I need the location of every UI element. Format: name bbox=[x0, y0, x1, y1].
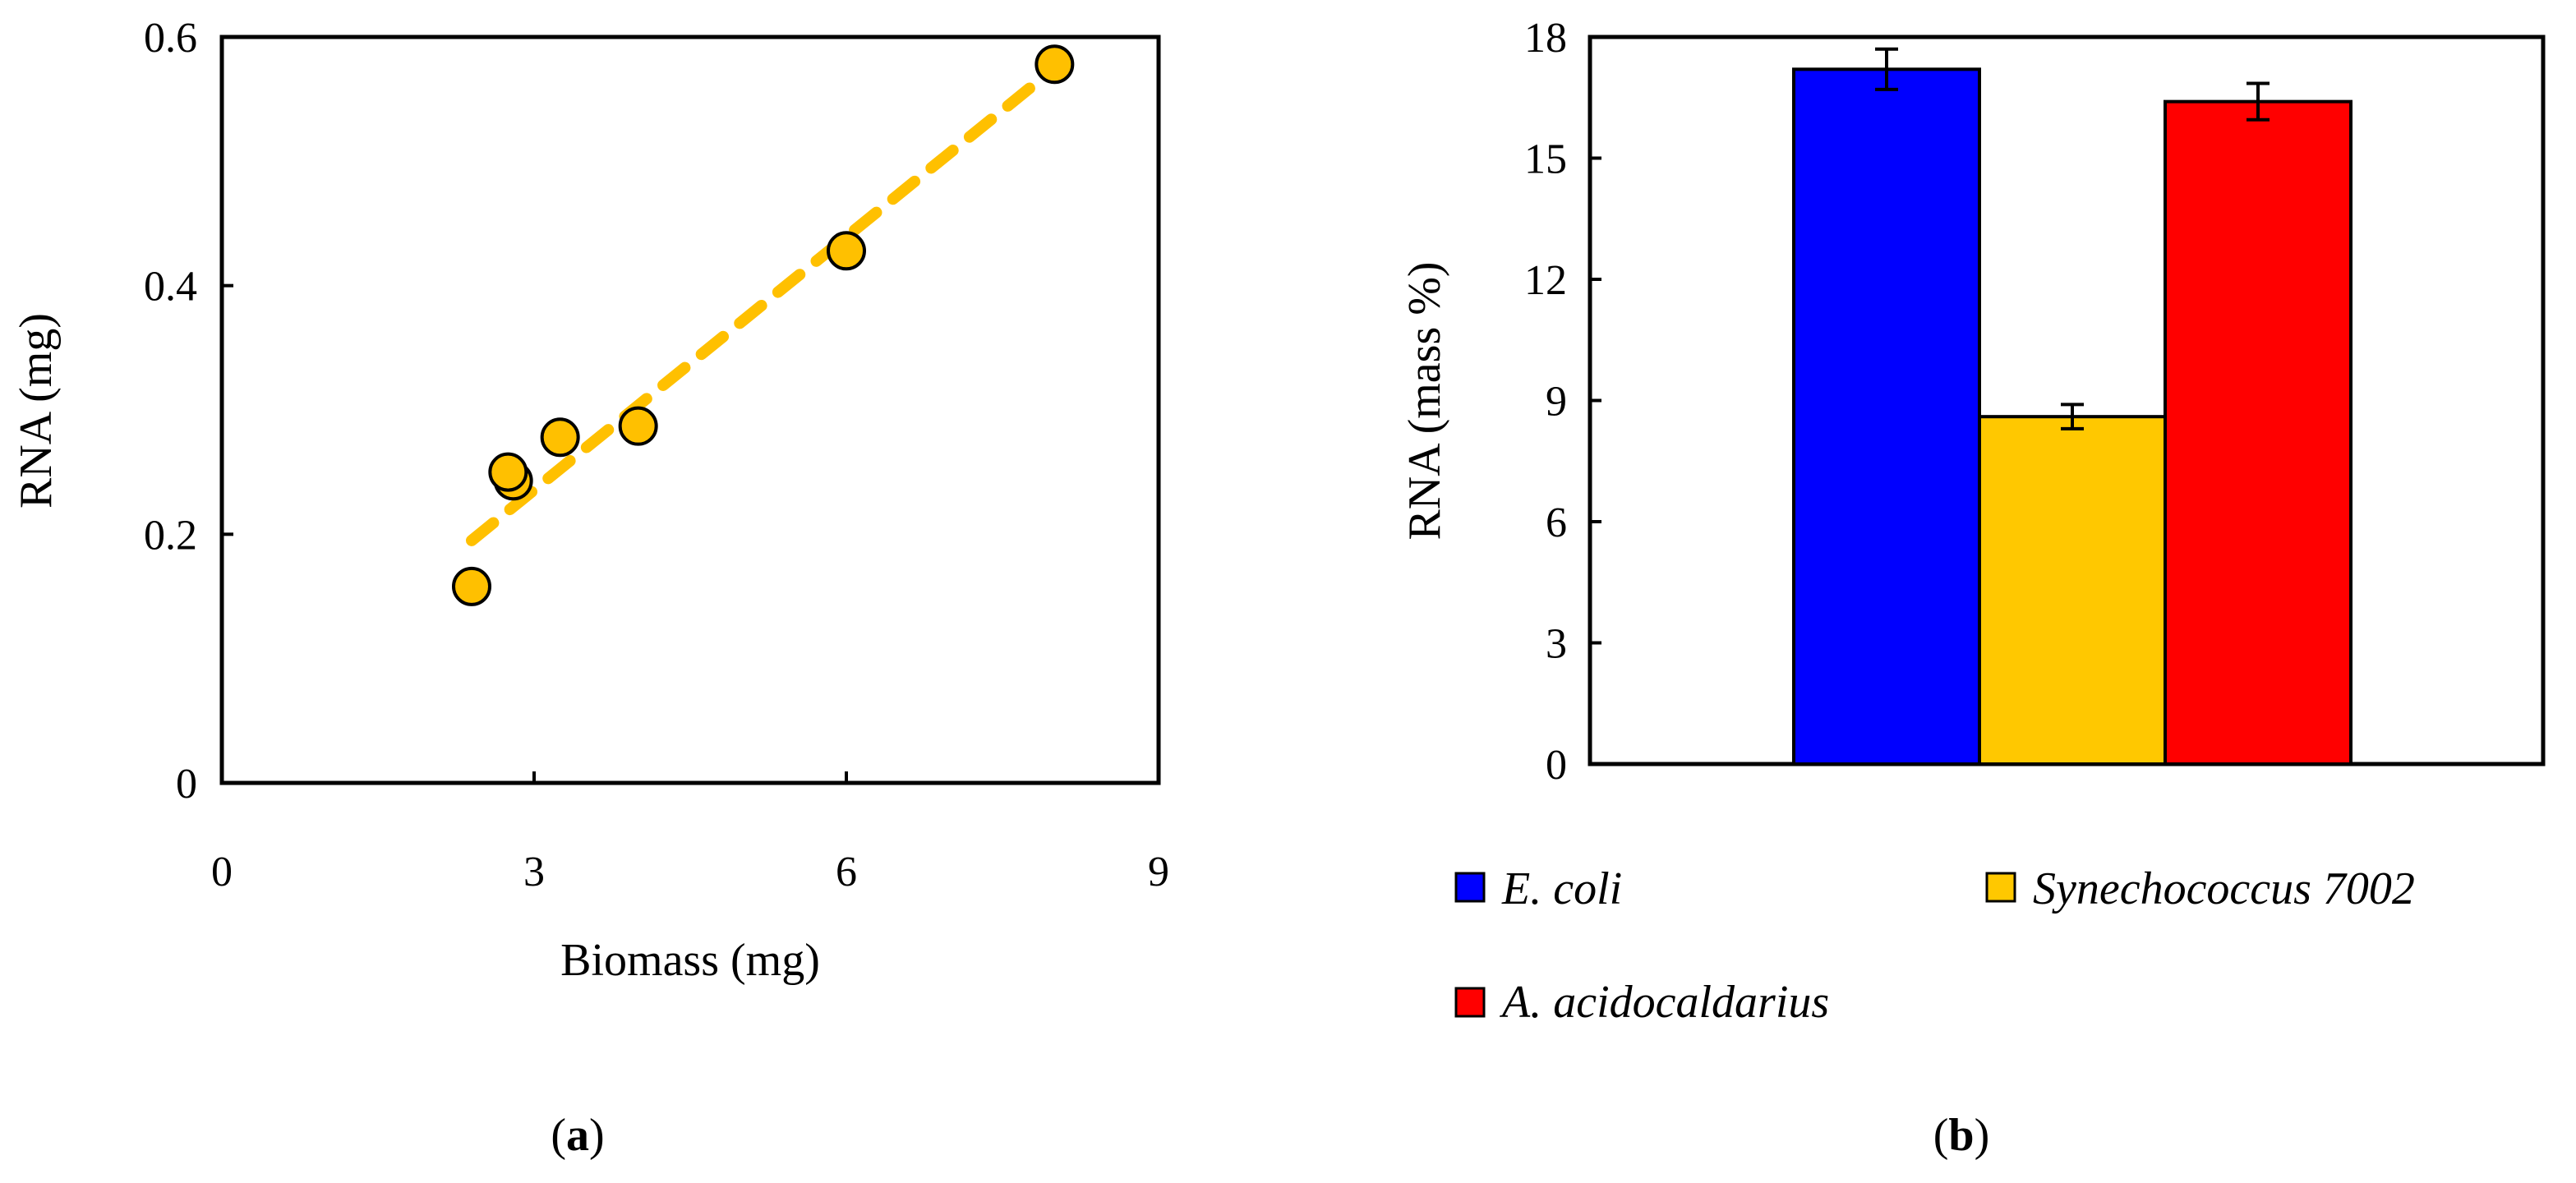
panel-a-data-point bbox=[452, 566, 491, 606]
panel-b-y-axis-title: RNA (mass %) bbox=[1399, 261, 1450, 540]
panel-a-plot-area bbox=[219, 35, 1161, 785]
panel-b-y-tick-label: 18 bbox=[1524, 15, 1567, 62]
legend-item-a-acidocaldarius: A. acidocaldarius bbox=[1454, 977, 1829, 1028]
legend-label-synechococcus: Synechococcus 7002 bbox=[2033, 863, 2415, 914]
panel-a-x-axis-title: Biomass (mg) bbox=[560, 935, 820, 986]
panel-a-caption-close: ) bbox=[589, 1110, 605, 1161]
legend-item-synechococcus: Synechococcus 7002 bbox=[1985, 863, 2415, 914]
panel-b-legend: E. coli Synechococcus 7002 A. acidocalda… bbox=[1454, 863, 2415, 1028]
panel-b-y-tick-label: 6 bbox=[1546, 499, 1567, 546]
panel-a-caption-open: ( bbox=[551, 1110, 566, 1161]
panel-a-x-tick-label: 9 bbox=[1148, 849, 1169, 895]
legend-label-a-acidocaldarius: A. acidocaldarius bbox=[1499, 977, 1829, 1028]
panel-a-y-tick-label: 0.2 bbox=[144, 512, 197, 559]
panel-a-y-ticks: 0 0.2 0.4 0.6 bbox=[144, 15, 233, 808]
panel-b-y-tick-label: 9 bbox=[1546, 379, 1567, 426]
panel-a-data-point bbox=[1035, 44, 1075, 85]
panel-a-x-tick-label: 6 bbox=[836, 849, 857, 895]
panel-a-y-tick-label: 0.6 bbox=[144, 15, 197, 62]
panel-b-bar bbox=[1978, 415, 2167, 766]
panel-b-error-bars bbox=[1875, 47, 2270, 430]
panel-b-y-tick-label: 15 bbox=[1524, 136, 1567, 183]
panel-b-y-tick-label: 3 bbox=[1546, 621, 1567, 668]
panel-a-data-point bbox=[540, 417, 580, 458]
panel-b-caption-letter: b bbox=[1948, 1110, 1974, 1161]
panel-b-bars bbox=[1792, 67, 2353, 766]
panel-b-y-tick-label: 12 bbox=[1524, 257, 1567, 304]
panel-a-caption-letter: a bbox=[566, 1110, 589, 1161]
legend-swatch-e-coli bbox=[1454, 872, 1486, 903]
panel-b-y-tick-label: 0 bbox=[1546, 742, 1567, 789]
panel-b-caption-open: ( bbox=[1933, 1110, 1949, 1161]
panel-b-caption-close: ) bbox=[1975, 1110, 1990, 1161]
panel-a-scatter: 0 0.2 0.4 0.6 0 3 6 9 Biomass (mg) RNA (mg) (a… bbox=[11, 15, 1169, 1161]
panel-b-bar-chart: 0 3 6 9 12 15 18 RNA (mass %) E. coli Synechoc… bbox=[1399, 15, 2546, 1161]
panel-a-y-tick-label: 0.4 bbox=[144, 264, 197, 311]
panel-a-data-point bbox=[618, 406, 658, 446]
panel-a-data-point bbox=[488, 452, 528, 492]
panel-b-bar bbox=[1792, 67, 1981, 766]
panel-b-y-ticks: 0 3 6 9 12 15 18 bbox=[1524, 15, 1601, 789]
panel-a-x-tick-label: 0 bbox=[211, 849, 233, 895]
panel-a-trendline-group bbox=[466, 62, 1061, 546]
panel-b-bar bbox=[2164, 99, 2353, 766]
panel-a-x-ticks: 0 3 6 9 bbox=[211, 771, 1169, 895]
panel-a-x-tick-label: 3 bbox=[523, 849, 545, 895]
panel-a-caption: (a) bbox=[551, 1110, 604, 1161]
legend-swatch-synechococcus bbox=[1985, 872, 2016, 903]
panel-b-caption: (b) bbox=[1933, 1110, 1989, 1161]
panel-a-y-tick-label: 0 bbox=[176, 761, 197, 808]
legend-label-e-coli: E. coli bbox=[1501, 863, 1622, 914]
panel-a-data-point bbox=[827, 231, 866, 271]
panel-a-trendline bbox=[466, 62, 1061, 546]
legend-item-e-coli: E. coli bbox=[1454, 863, 1622, 914]
legend-swatch-a-acidocaldarius bbox=[1454, 987, 1486, 1018]
panel-a-y-axis-title: RNA (mg) bbox=[11, 313, 62, 509]
panel-a-points bbox=[452, 44, 1075, 606]
